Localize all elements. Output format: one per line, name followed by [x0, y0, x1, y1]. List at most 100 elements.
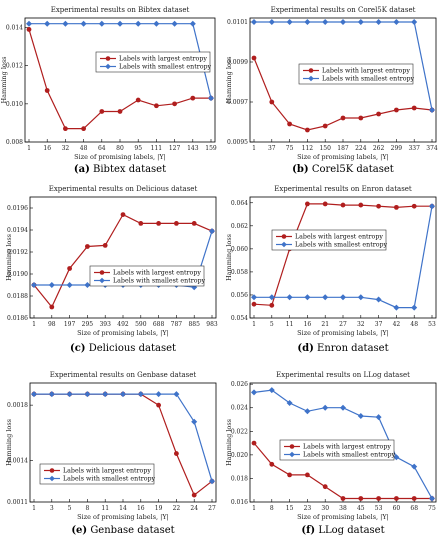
data-point-smallest-entropy: [209, 228, 215, 235]
data-point-smallest-entropy: [286, 400, 293, 407]
legend-marker-circle: [105, 56, 111, 61]
data-point-largest-entropy: [154, 103, 159, 109]
data-point-largest-entropy: [191, 492, 197, 498]
x-tick-label: 64: [98, 145, 106, 152]
x-tick-label: 1: [32, 505, 36, 512]
chart-title: Experimental results on Enron dataset: [274, 185, 412, 193]
legend-marker-diamond: [281, 241, 287, 248]
data-point-smallest-entropy: [31, 391, 37, 398]
data-point-smallest-entropy: [48, 282, 55, 288]
x-tick-label: 127: [169, 145, 181, 152]
x-tick-label: 150: [319, 145, 331, 152]
legend-marker-diamond: [99, 277, 105, 284]
data-point-largest-entropy: [174, 451, 179, 456]
data-point-largest-entropy: [99, 109, 105, 114]
data-point-smallest-entropy: [66, 282, 73, 288]
caption-text: Genbase dataset: [87, 525, 175, 536]
chart-title: Experimental results on LLog dataset: [276, 371, 410, 379]
data-point-largest-entropy: [340, 115, 346, 121]
caption-letter: (c): [70, 343, 86, 354]
x-axis-label: Size of promising labels, |Y|: [297, 153, 389, 161]
legend-box: [279, 439, 395, 461]
series-line-largest-entropy: [33, 213, 213, 309]
data-point-smallest-entropy: [62, 20, 69, 27]
y-tick-label: 0.014: [6, 25, 23, 32]
y-tick-label: 0.064: [231, 200, 248, 207]
caption-letter: (f): [301, 525, 315, 536]
data-point-largest-entropy: [251, 301, 257, 307]
legend-marker-circle: [308, 68, 314, 73]
data-point-smallest-entropy: [208, 95, 214, 102]
data-point-smallest-entropy: [357, 294, 364, 301]
data-point-smallest-entropy: [155, 391, 162, 398]
legend-marker-diamond: [308, 75, 314, 82]
x-tick-label: 1: [252, 321, 256, 328]
y-tick-label: 0.0095: [227, 139, 248, 146]
data-point-smallest-entropy: [304, 19, 311, 25]
data-point-smallest-entropy: [66, 391, 73, 398]
x-tick-label: 11: [286, 321, 294, 328]
x-tick-label: 1: [32, 321, 36, 328]
data-point-largest-entropy: [358, 115, 364, 121]
data-point-largest-entropy: [287, 121, 292, 127]
y-tick-label: 0.0186: [7, 315, 28, 322]
data-point-largest-entropy: [269, 461, 275, 467]
data-point-smallest-entropy: [268, 19, 275, 25]
x-tick-label: 295: [82, 321, 94, 328]
data-point-largest-entropy: [190, 95, 196, 101]
data-point-largest-entropy: [394, 204, 399, 210]
x-tick-label: 30: [321, 505, 329, 512]
caption-text: Enron dataset: [314, 343, 389, 354]
data-point-largest-entropy: [411, 105, 417, 111]
data-point-smallest-entropy: [429, 495, 435, 502]
data-point-smallest-entropy: [286, 19, 293, 25]
x-tick-label: 337: [408, 145, 420, 152]
legend-entry: Labels with largest entropy: [303, 444, 391, 451]
x-tick-label: 19: [155, 505, 163, 512]
data-point-smallest-entropy: [102, 391, 109, 398]
legend-marker-circle: [289, 444, 295, 449]
x-axis-label: Size of promising labels, |Y|: [77, 329, 169, 337]
y-tick-label: 0.056: [231, 292, 248, 299]
y-tick-label: 0.008: [6, 139, 23, 146]
legend-box: [39, 463, 155, 485]
x-tick-label: 23: [304, 505, 312, 512]
x-tick-label: 21: [321, 321, 329, 328]
data-point-largest-entropy: [117, 109, 123, 114]
data-point-largest-entropy: [322, 201, 328, 207]
data-point-smallest-entropy: [340, 404, 346, 411]
data-point-largest-entropy: [85, 244, 90, 249]
panel-caption: (b) Corel5K dataset: [292, 164, 394, 175]
data-point-smallest-entropy: [80, 20, 87, 27]
chart-panel-2: Experimental results on Delicious datase…: [5, 185, 218, 354]
caption-letter: (b): [292, 164, 308, 175]
y-tick-label: 0.060: [231, 246, 248, 253]
data-point-smallest-entropy: [304, 294, 311, 301]
x-tick-label: 299: [391, 145, 403, 152]
legend-box: [271, 229, 387, 251]
legend-entry: Labels with largest entropy: [322, 68, 410, 75]
caption-letter: (e): [71, 525, 87, 536]
y-tick-label: 0.0101: [227, 19, 248, 26]
x-tick-label: 95: [134, 145, 142, 152]
data-point-smallest-entropy: [209, 478, 215, 485]
y-tick-label: 0.026: [231, 381, 248, 388]
data-point-largest-entropy: [156, 221, 162, 226]
x-tick-label: 787: [171, 321, 183, 328]
data-point-smallest-entropy: [375, 296, 382, 303]
y-tick-label: 0.0194: [7, 227, 28, 234]
data-point-largest-entropy: [394, 496, 399, 501]
data-point-largest-entropy: [67, 266, 72, 271]
y-tick-label: 0.022: [231, 428, 248, 435]
x-tick-label: 75: [428, 505, 436, 512]
data-point-largest-entropy: [135, 97, 141, 103]
data-point-smallest-entropy: [44, 20, 51, 27]
data-point-largest-entropy: [49, 304, 55, 310]
data-point-smallest-entropy: [322, 294, 329, 301]
data-point-smallest-entropy: [357, 412, 364, 419]
data-point-largest-entropy: [411, 496, 417, 501]
data-point-smallest-entropy: [268, 387, 275, 394]
x-tick-label: 45: [357, 505, 365, 512]
